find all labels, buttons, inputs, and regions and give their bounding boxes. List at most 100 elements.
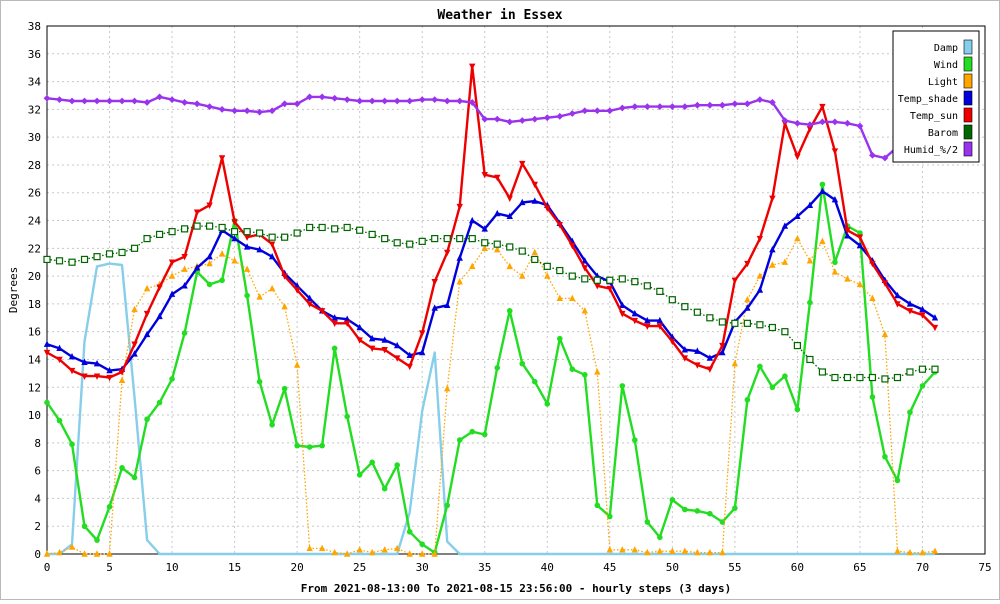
data-point: [593, 107, 601, 115]
data-point: [393, 97, 401, 105]
data-point: [568, 272, 576, 280]
data-point: [306, 294, 313, 302]
data-point: [444, 249, 451, 257]
legend-label: Humid_%/2: [904, 145, 958, 156]
data-point: [56, 356, 63, 364]
data-point: [918, 365, 927, 373]
data-point: [556, 335, 563, 342]
data-point: [231, 107, 238, 115]
data-point: [844, 232, 851, 239]
data-point: [368, 97, 376, 105]
data-point: [656, 287, 664, 295]
data-point: [406, 240, 414, 248]
data-point: [656, 316, 664, 324]
data-point: [281, 273, 288, 280]
data-point: [506, 195, 513, 202]
data-point: [168, 228, 176, 236]
data-point: [256, 293, 263, 300]
data-point: [43, 255, 51, 264]
legend-swatch: [963, 39, 973, 55]
data-point: [406, 351, 413, 359]
data-point: [656, 103, 664, 110]
data-point: [206, 281, 213, 288]
data-point: [706, 366, 714, 373]
data-point: [193, 264, 201, 271]
y-tick-label: 12: [28, 381, 41, 394]
y-tick-label: 38: [28, 20, 41, 33]
data-point: [81, 373, 88, 380]
x-tick-label: 65: [853, 561, 866, 574]
y-tick-label: 20: [28, 270, 41, 283]
data-point: [856, 280, 864, 288]
data-point: [318, 308, 326, 315]
data-point: [68, 258, 76, 266]
data-point: [894, 547, 901, 554]
data-point: [181, 99, 188, 106]
series-temp-sun: [43, 63, 939, 382]
data-point: [819, 118, 826, 126]
data-point: [781, 328, 789, 336]
data-point: [781, 258, 789, 265]
data-point: [769, 195, 776, 202]
data-point: [919, 312, 926, 319]
data-point: [531, 115, 539, 123]
data-point: [806, 201, 814, 208]
data-point: [644, 323, 651, 330]
data-point: [431, 278, 438, 286]
data-point: [494, 174, 501, 182]
data-point: [806, 355, 814, 364]
data-point: [743, 319, 751, 327]
data-point: [381, 546, 388, 553]
data-point: [306, 544, 313, 552]
data-point: [56, 417, 63, 424]
series-line: [46, 183, 936, 554]
data-point: [131, 305, 138, 313]
data-point: [69, 441, 75, 448]
data-point: [444, 301, 451, 308]
data-point: [368, 334, 376, 342]
data-point: [556, 221, 563, 229]
data-point: [818, 368, 827, 376]
data-point: [606, 546, 613, 553]
data-point: [731, 277, 739, 284]
data-point: [857, 230, 863, 236]
data-point: [869, 151, 876, 159]
data-point: [868, 373, 877, 382]
data-point: [644, 548, 651, 556]
data-point: [907, 409, 913, 416]
data-point: [819, 237, 826, 245]
data-point: [331, 548, 338, 556]
data-point: [168, 96, 176, 104]
series-light: [43, 234, 939, 557]
data-point: [206, 103, 213, 110]
data-point: [631, 309, 639, 317]
data-point: [181, 282, 188, 289]
data-point: [93, 97, 101, 105]
data-point: [43, 550, 51, 557]
data-point: [732, 505, 738, 511]
data-point: [68, 97, 76, 105]
data-point: [219, 277, 225, 284]
data-point: [619, 310, 626, 318]
data-point: [768, 323, 776, 332]
data-point: [931, 314, 939, 321]
data-point: [831, 268, 839, 275]
y-tick-label: 8: [34, 437, 41, 450]
series-line: [46, 190, 936, 372]
data-point: [131, 341, 138, 348]
data-point: [331, 320, 338, 328]
data-point: [105, 250, 114, 258]
series-line: [47, 262, 935, 556]
legend-swatch: [963, 56, 973, 72]
data-point: [657, 534, 663, 541]
data-point: [706, 314, 714, 322]
data-point: [881, 154, 889, 162]
y-tick-label: 28: [28, 159, 41, 172]
data-point: [231, 257, 238, 264]
data-point: [93, 373, 101, 380]
y-tick-label: 24: [28, 215, 42, 228]
data-point: [669, 547, 676, 554]
legend-swatch: [963, 73, 973, 89]
data-point: [468, 99, 476, 106]
data-point: [344, 413, 350, 420]
